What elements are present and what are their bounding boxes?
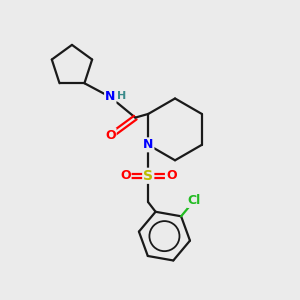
Text: O: O bbox=[105, 129, 116, 142]
Text: H: H bbox=[117, 91, 126, 100]
Text: O: O bbox=[120, 169, 130, 182]
Text: Cl: Cl bbox=[188, 194, 201, 207]
Text: N: N bbox=[105, 91, 116, 103]
Text: S: S bbox=[143, 169, 153, 183]
Text: O: O bbox=[166, 169, 176, 182]
Text: N: N bbox=[143, 138, 153, 151]
